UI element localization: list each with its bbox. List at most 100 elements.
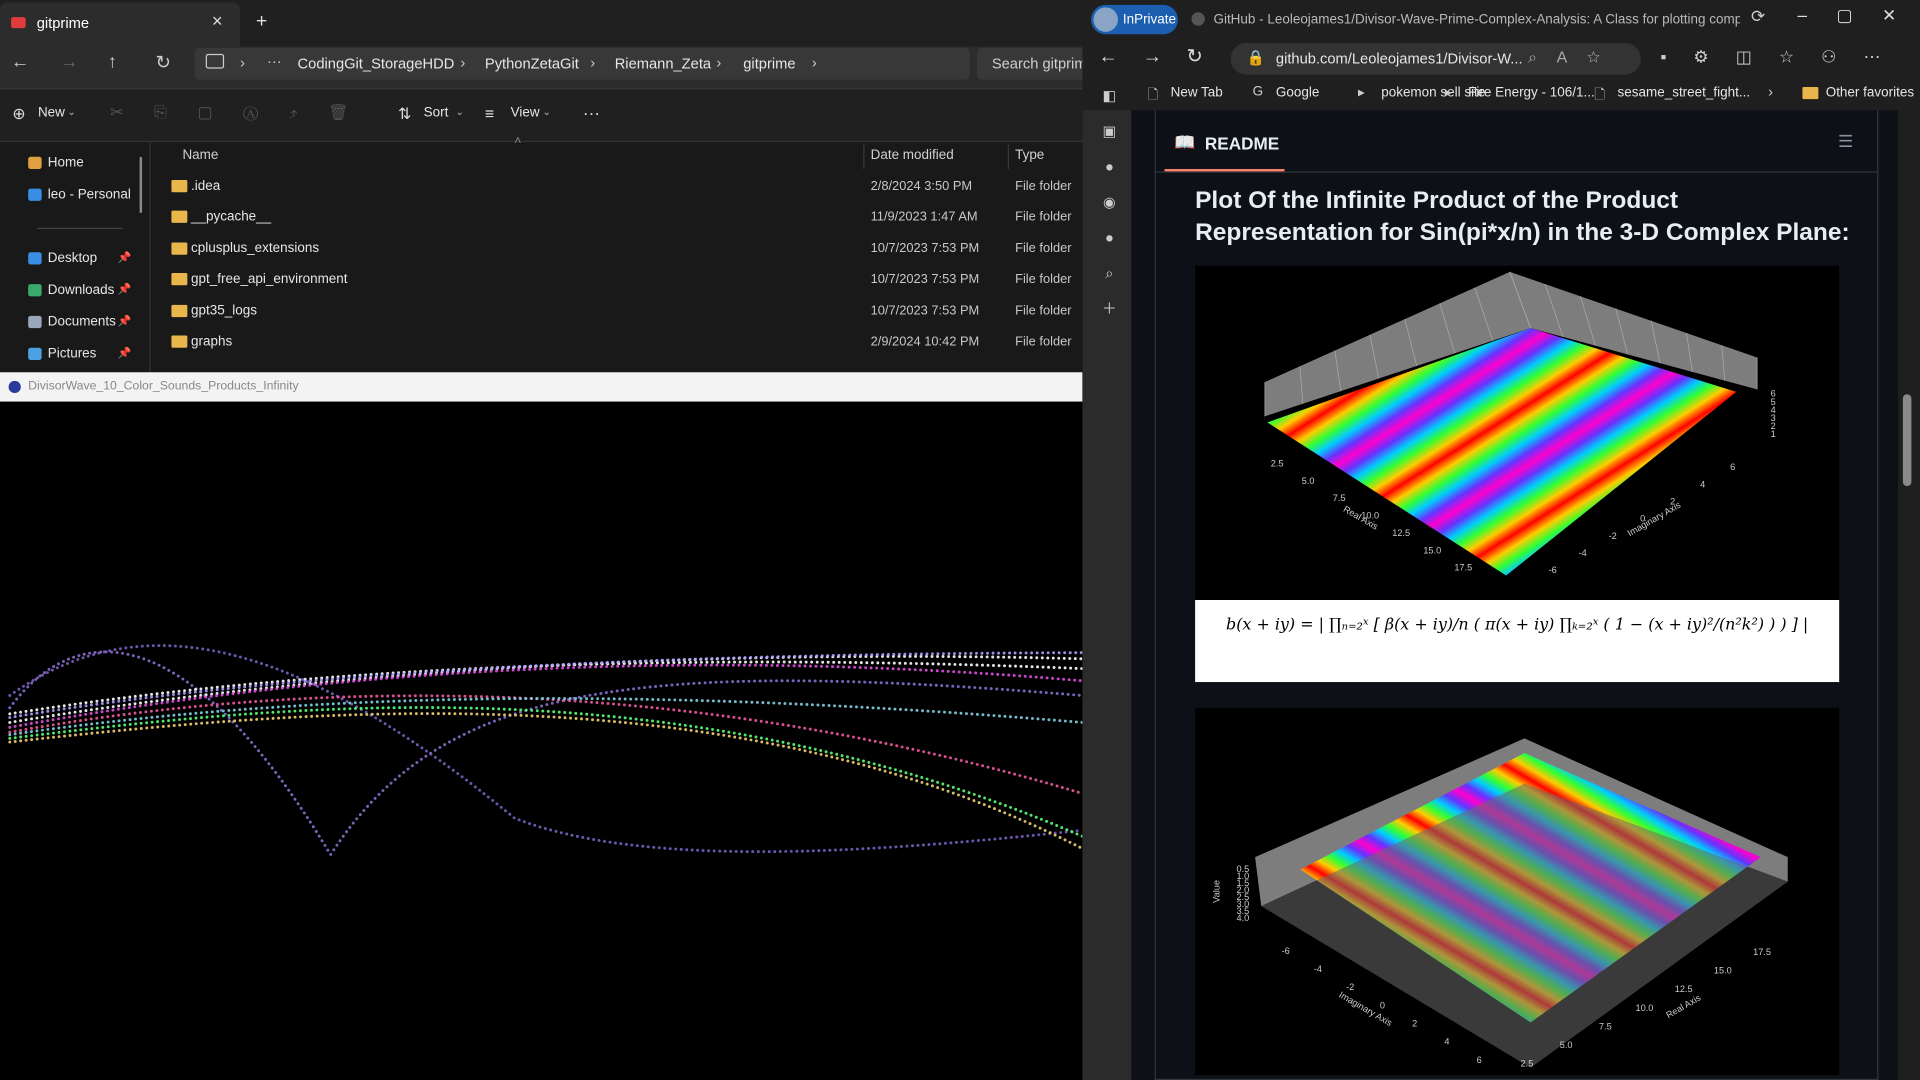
scroll-thumb[interactable] xyxy=(1902,394,1912,487)
new-tab[interactable]: + xyxy=(255,11,268,32)
sidebar-icons[interactable]: ◧ ▣ ● ◉ ● ⌕ ＋ xyxy=(1102,86,1117,318)
nav-item[interactable]: Home xyxy=(47,155,84,171)
heading-line: Representation for Sin(pi*x/n) in the 3-… xyxy=(1195,219,1850,247)
toolbar-icons[interactable]: ▪⚙◫☆⚇⋯ xyxy=(1660,46,1908,67)
wall-grid xyxy=(1650,320,1661,364)
column-header[interactable]: Name xyxy=(182,148,219,163)
window-controls[interactable]: –▢✕ xyxy=(1797,4,1920,25)
breadcrumb[interactable]: CodingGit_StorageHDD xyxy=(297,55,455,73)
url-bar[interactable] xyxy=(1230,42,1641,75)
axis-tick-label: 2.5 xyxy=(1271,459,1284,469)
separator xyxy=(36,227,123,229)
axis-tick-label: 2.5 xyxy=(1236,892,1249,902)
toolbar-button[interactable]: New xyxy=(37,105,65,120)
breadcrumb[interactable]: Riemann_Zeta xyxy=(614,55,712,73)
column-divider xyxy=(1007,144,1009,169)
tab-actions[interactable]: ⟳ xyxy=(1751,6,1766,26)
favorite[interactable]: sesame_street_fight... xyxy=(1617,85,1751,101)
up-button[interactable]: ↑ xyxy=(107,51,117,73)
forward-button[interactable]: → xyxy=(60,51,79,73)
browser-tab-title[interactable]: GitHub - Leoleojames1/Divisor-Wave-Prime… xyxy=(1213,12,1740,27)
file-name[interactable]: .idea xyxy=(191,178,221,194)
axis-tick-label: 12.5 xyxy=(1392,528,1410,538)
wave-canvas xyxy=(0,401,1083,1080)
axis-tick-label: -2 xyxy=(1346,982,1354,992)
nav-item[interactable]: Pictures xyxy=(47,346,97,362)
nav-buttons[interactable]: ←→↻ xyxy=(1098,46,1228,68)
dropdown-caret: ⌄ xyxy=(67,106,76,118)
toolbar-button[interactable]: Sort xyxy=(423,105,449,120)
axis-tick-label: 4.0 xyxy=(1236,913,1249,923)
page-scrollbar xyxy=(1897,110,1920,1080)
axis-tick-label: 5.0 xyxy=(1560,1040,1573,1050)
plot1-walls xyxy=(1264,271,1758,417)
close-tab[interactable]: × xyxy=(211,11,223,32)
axis-tick-label: 10.0 xyxy=(1636,1003,1654,1013)
refresh-button[interactable]: ↻ xyxy=(155,52,171,74)
command-bar xyxy=(0,89,1083,141)
chevron: › xyxy=(716,53,722,72)
url-actions[interactable]: ⌕A☆ xyxy=(1528,47,1620,67)
wall-grid xyxy=(1369,334,1380,379)
favorite[interactable]: pokemon sell site xyxy=(1381,85,1486,101)
nav-item[interactable]: Downloads xyxy=(47,282,115,298)
lock-icon: 🔒 xyxy=(1246,48,1265,67)
nav-icon xyxy=(28,252,42,265)
favorites-overflow[interactable]: › xyxy=(1768,83,1774,101)
favorite[interactable]: Fire Energy - 106/1... xyxy=(1468,85,1595,101)
favorite[interactable]: New Tab xyxy=(1170,85,1223,101)
wave-curve xyxy=(8,697,1083,737)
address-bar[interactable] xyxy=(194,47,970,80)
file-name[interactable]: graphs xyxy=(191,334,233,349)
nav-item[interactable]: leo - Personal xyxy=(47,187,131,203)
pin-icon: 📌 xyxy=(117,346,132,359)
axis-tick-label: 3.5 xyxy=(1236,906,1249,916)
outline-button[interactable]: ☰ xyxy=(1837,131,1854,151)
nav-item[interactable]: Desktop xyxy=(47,251,98,266)
readme-label[interactable]: README xyxy=(1204,133,1280,154)
axis-tick-label: 6 xyxy=(1730,462,1735,472)
plot-window-titlebar xyxy=(0,372,1083,402)
column-header[interactable]: Type xyxy=(1015,148,1045,163)
more-button[interactable]: ··· xyxy=(582,102,600,123)
overflow-dots[interactable]: ··· xyxy=(266,52,282,70)
nav-item[interactable]: Documents xyxy=(47,314,116,330)
breadcrumb[interactable]: gitprime xyxy=(743,55,796,73)
dropdown-caret: ⌄ xyxy=(542,106,551,118)
folder-icon xyxy=(171,211,188,224)
breadcrumb[interactable]: PythonZetaGit xyxy=(484,55,579,73)
file-name[interactable]: __pycache__ xyxy=(191,209,272,225)
axis-tick-label: 2.0 xyxy=(1236,885,1249,895)
axis-tick-label: 2 xyxy=(1412,1019,1417,1029)
search-box[interactable] xyxy=(977,47,1088,80)
tab-favicon xyxy=(1191,12,1205,26)
tab[interactable] xyxy=(0,2,240,47)
file-explorer: gitprime × + ← → ↑ ↻ ··· CodingGit_Stora… xyxy=(0,0,1088,373)
back-button[interactable]: ← xyxy=(11,51,30,73)
file-name[interactable]: cplusplus_extensions xyxy=(191,240,320,256)
column-divider xyxy=(863,144,865,169)
readme-divider xyxy=(1154,171,1879,173)
file-type: File folder xyxy=(1015,272,1072,287)
pc-icon xyxy=(205,53,225,69)
favorite[interactable]: Google xyxy=(1275,85,1320,101)
file-type: File folder xyxy=(1015,178,1072,194)
axis-tick-label: 15.0 xyxy=(1423,545,1441,555)
axis-tick-label: 3 xyxy=(1771,413,1776,423)
column-header[interactable]: Date modified xyxy=(870,148,954,163)
url: github.com/Leoleojames1/Divisor-W... xyxy=(1275,50,1523,68)
formula-box xyxy=(1195,600,1840,683)
toolbar-button[interactable]: View xyxy=(510,105,540,120)
folder-icon xyxy=(171,335,188,348)
wall-grid xyxy=(1580,296,1596,346)
wave-curve xyxy=(8,694,1083,795)
other-favorites[interactable]: Other favorites xyxy=(1825,85,1915,101)
file-name[interactable]: gpt_free_api_environment xyxy=(191,272,348,287)
file-name[interactable]: gpt35_logs xyxy=(191,303,257,318)
toolbar-icon: ⇅ xyxy=(397,104,412,123)
axis-tick-label: -6 xyxy=(1549,565,1557,575)
nav-icon xyxy=(28,315,42,329)
wave-curve xyxy=(8,712,1083,851)
